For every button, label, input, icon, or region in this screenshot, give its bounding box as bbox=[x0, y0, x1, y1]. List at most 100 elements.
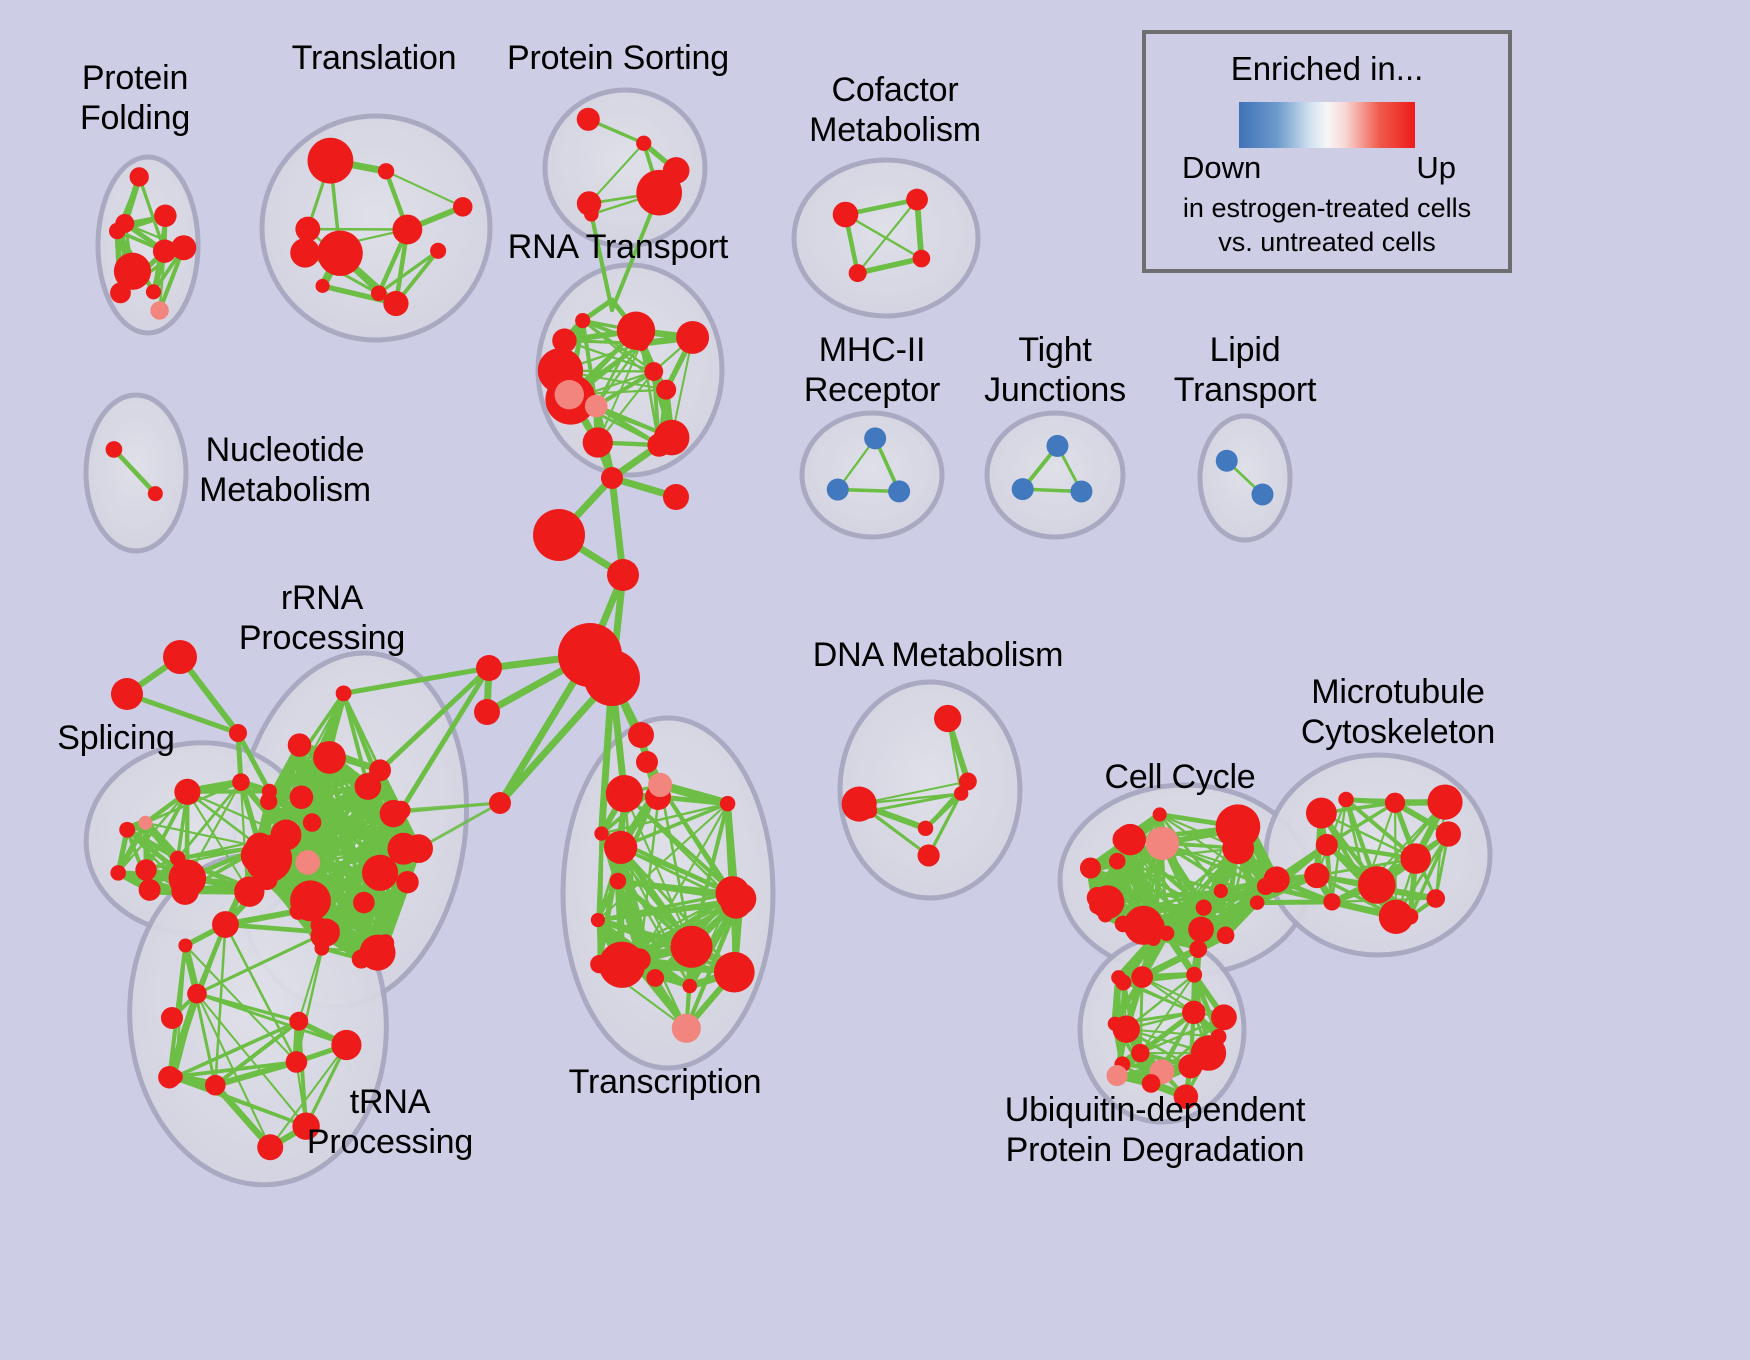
network-node bbox=[826, 478, 849, 501]
network-edge bbox=[1116, 860, 1200, 951]
network-edge bbox=[223, 922, 329, 935]
network-edge bbox=[377, 665, 492, 773]
network-edge bbox=[145, 845, 261, 871]
network-edge bbox=[927, 791, 963, 858]
network-edge bbox=[304, 1043, 349, 1128]
network-node bbox=[331, 1029, 362, 1061]
network-edge bbox=[623, 792, 735, 895]
network-node bbox=[171, 877, 199, 905]
legend-box: Enriched in... Down Up in estrogen-treat… bbox=[1142, 30, 1512, 273]
network-node bbox=[917, 844, 940, 867]
network-edge bbox=[600, 802, 729, 835]
network-node bbox=[663, 484, 689, 510]
network-node bbox=[1195, 899, 1212, 916]
network-edge bbox=[1330, 798, 1348, 904]
network-edge bbox=[1116, 847, 1240, 863]
network-node bbox=[353, 891, 375, 914]
network-node bbox=[369, 759, 391, 782]
network-edge bbox=[298, 744, 382, 874]
network-edge bbox=[1138, 975, 1144, 1055]
network-node bbox=[1173, 1084, 1199, 1109]
network-node bbox=[315, 278, 330, 293]
network-node bbox=[119, 821, 136, 838]
network-edge bbox=[588, 142, 645, 205]
network-node bbox=[379, 799, 408, 828]
network-node bbox=[888, 480, 911, 503]
network-node bbox=[533, 509, 585, 561]
network-node bbox=[289, 785, 314, 810]
network-node bbox=[229, 724, 247, 742]
cluster-label-lipid-transport: Lipid Transport bbox=[1173, 331, 1317, 409]
network-node bbox=[1011, 478, 1034, 501]
network-edge bbox=[385, 170, 464, 208]
network-edge bbox=[124, 691, 241, 736]
network-node bbox=[1108, 852, 1126, 870]
network-node bbox=[594, 826, 609, 841]
network-node bbox=[605, 774, 644, 813]
cluster-label-rna-transport: RNA Transport bbox=[507, 228, 729, 266]
network-node bbox=[270, 819, 302, 851]
network-node bbox=[292, 1112, 320, 1140]
network-node bbox=[636, 169, 683, 216]
network-edge bbox=[144, 821, 261, 848]
network-node bbox=[261, 783, 277, 799]
network-edge bbox=[856, 198, 919, 275]
network-node bbox=[676, 320, 710, 354]
network-node bbox=[232, 773, 250, 791]
network-node bbox=[1131, 1043, 1150, 1063]
network-edge bbox=[168, 1076, 308, 1128]
legend-title: Enriched in... bbox=[1230, 50, 1424, 87]
network-node bbox=[307, 137, 354, 184]
network-node bbox=[111, 678, 143, 710]
network-edge bbox=[1161, 842, 1278, 881]
network-edge bbox=[658, 783, 735, 895]
cluster-ellipse-mhc-ii-receptor bbox=[799, 410, 945, 540]
network-node bbox=[290, 237, 320, 268]
network-edge bbox=[844, 213, 923, 260]
network-node bbox=[313, 741, 346, 774]
network-node bbox=[1222, 832, 1255, 865]
network-edge bbox=[854, 255, 925, 276]
network-edge bbox=[327, 755, 382, 875]
cluster-label-protein-folding: Protein Folding bbox=[79, 59, 191, 137]
network-node bbox=[169, 850, 186, 867]
network-node bbox=[147, 486, 163, 502]
network-edge bbox=[212, 1081, 274, 1151]
network-node bbox=[285, 1051, 308, 1073]
network-edge bbox=[111, 447, 158, 496]
network-node bbox=[656, 379, 677, 400]
network-node bbox=[636, 751, 658, 773]
network-edge bbox=[214, 923, 227, 1087]
network-edge bbox=[341, 691, 370, 789]
network-node bbox=[135, 859, 157, 881]
cluster-label-protein-sorting: Protein Sorting bbox=[507, 39, 729, 77]
network-node bbox=[453, 197, 473, 217]
cluster-label-transcription: Transcription bbox=[568, 1063, 762, 1101]
cluster-ellipse-tight-junctions bbox=[984, 410, 1126, 540]
network-node bbox=[1435, 821, 1461, 847]
network-node bbox=[138, 878, 161, 901]
network-edge bbox=[224, 923, 298, 1064]
network-node bbox=[1211, 1004, 1237, 1031]
network-edge bbox=[195, 992, 272, 1149]
network-edge bbox=[868, 809, 930, 857]
network-node bbox=[287, 733, 312, 757]
network-node bbox=[575, 313, 591, 329]
network-node bbox=[917, 820, 934, 837]
network-node bbox=[1402, 908, 1419, 925]
network-node bbox=[154, 204, 177, 228]
network-node bbox=[713, 951, 755, 993]
cluster-label-mhc-ii-receptor: MHC-II Receptor bbox=[803, 331, 941, 409]
network-edge bbox=[637, 891, 735, 962]
network-edge bbox=[1315, 857, 1418, 877]
network-node bbox=[377, 163, 395, 180]
network-node bbox=[376, 934, 395, 952]
network-node bbox=[311, 918, 340, 947]
network-edge bbox=[417, 801, 502, 851]
network-node bbox=[644, 362, 664, 381]
network-edge bbox=[381, 845, 408, 947]
network-edge bbox=[165, 990, 201, 1081]
network-node bbox=[958, 772, 977, 791]
network-node bbox=[257, 1134, 284, 1161]
